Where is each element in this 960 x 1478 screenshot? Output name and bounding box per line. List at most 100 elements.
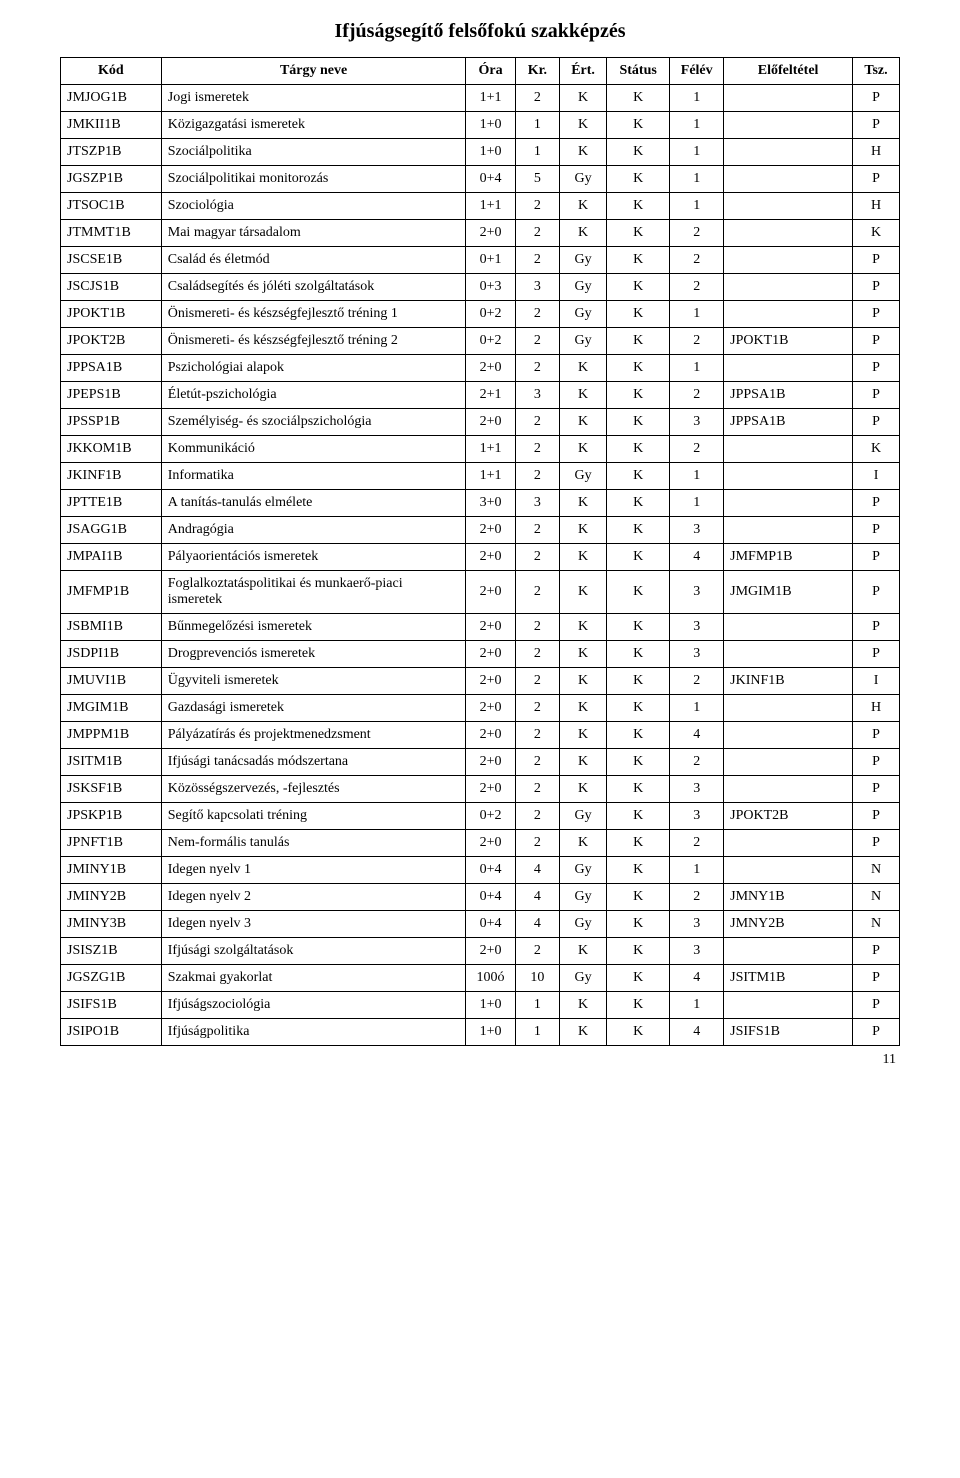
table-cell-ert: K bbox=[560, 409, 607, 436]
table-cell-targy: Közösségszervezés, -fejlesztés bbox=[161, 776, 466, 803]
table-cell-kod: JSITM1B bbox=[61, 749, 162, 776]
table-cell-ert: K bbox=[560, 220, 607, 247]
table-cell-kod: JMINY3B bbox=[61, 911, 162, 938]
table-row: JSITM1BIfjúsági tanácsadás módszertana2+… bbox=[61, 749, 900, 776]
table-cell-stat: K bbox=[607, 85, 670, 112]
table-cell-stat: K bbox=[607, 830, 670, 857]
table-cell-felev: 2 bbox=[670, 247, 724, 274]
table-cell-kr: 2 bbox=[515, 85, 560, 112]
table-cell-stat: K bbox=[607, 695, 670, 722]
table-cell-ora: 2+0 bbox=[466, 722, 515, 749]
table-cell-felev: 4 bbox=[670, 965, 724, 992]
table-cell-tsz: P bbox=[853, 938, 900, 965]
table-cell-ora: 0+4 bbox=[466, 911, 515, 938]
table-cell-felev: 3 bbox=[670, 803, 724, 830]
table-cell-kr: 2 bbox=[515, 668, 560, 695]
table-cell-ora: 1+1 bbox=[466, 436, 515, 463]
table-cell-ora: 2+0 bbox=[466, 409, 515, 436]
table-cell-tsz: P bbox=[853, 614, 900, 641]
table-cell-ora: 0+4 bbox=[466, 166, 515, 193]
table-cell-ora: 2+0 bbox=[466, 938, 515, 965]
table-row: JSIFS1BIfjúságszociológia1+01KK1P bbox=[61, 992, 900, 1019]
table-cell-targy: Önismereti- és készségfejlesztő tréning … bbox=[161, 328, 466, 355]
table-cell-stat: K bbox=[607, 544, 670, 571]
table-cell-stat: K bbox=[607, 247, 670, 274]
table-cell-kr: 1 bbox=[515, 112, 560, 139]
table-cell-felev: 2 bbox=[670, 220, 724, 247]
table-cell-ert: K bbox=[560, 490, 607, 517]
table-cell-ora: 3+0 bbox=[466, 490, 515, 517]
table-cell-ert: K bbox=[560, 938, 607, 965]
table-cell-elo: JSITM1B bbox=[724, 965, 853, 992]
table-cell-kod: JPOKT2B bbox=[61, 328, 162, 355]
table-cell-stat: K bbox=[607, 490, 670, 517]
table-cell-kr: 2 bbox=[515, 830, 560, 857]
table-row: JPOKT1BÖnismereti- és készségfejlesztő t… bbox=[61, 301, 900, 328]
table-cell-kr: 4 bbox=[515, 911, 560, 938]
table-cell-ert: K bbox=[560, 544, 607, 571]
table-row: JMJOG1BJogi ismeretek1+12KK1P bbox=[61, 85, 900, 112]
table-cell-ora: 2+0 bbox=[466, 544, 515, 571]
table-cell-ora: 2+0 bbox=[466, 220, 515, 247]
table-cell-stat: K bbox=[607, 965, 670, 992]
table-cell-kr: 3 bbox=[515, 274, 560, 301]
table-cell-ora: 2+0 bbox=[466, 517, 515, 544]
table-cell-elo bbox=[724, 301, 853, 328]
table-cell-felev: 1 bbox=[670, 139, 724, 166]
table-cell-felev: 2 bbox=[670, 274, 724, 301]
table-row: JPPSA1BPszichológiai alapok2+02KK1P bbox=[61, 355, 900, 382]
table-cell-targy: Andragógia bbox=[161, 517, 466, 544]
table-cell-stat: K bbox=[607, 911, 670, 938]
table-cell-tsz: P bbox=[853, 490, 900, 517]
table-cell-targy: Ifjúságpolitika bbox=[161, 1019, 466, 1046]
table-cell-tsz: P bbox=[853, 722, 900, 749]
page-title: Ifjúságsegítő felsőfokú szakképzés bbox=[60, 20, 900, 43]
table-row: JMUVI1BÜgyviteli ismeretek2+02KK2JKINF1B… bbox=[61, 668, 900, 695]
page-number: 11 bbox=[60, 1052, 900, 1068]
table-cell-targy: Informatika bbox=[161, 463, 466, 490]
table-cell-targy: A tanítás-tanulás elmélete bbox=[161, 490, 466, 517]
table-cell-stat: K bbox=[607, 220, 670, 247]
table-row: JTSOC1BSzociológia1+12KK1H bbox=[61, 193, 900, 220]
table-cell-tsz: H bbox=[853, 139, 900, 166]
table-cell-ora: 0+2 bbox=[466, 803, 515, 830]
table-cell-felev: 2 bbox=[670, 668, 724, 695]
table-cell-tsz: P bbox=[853, 544, 900, 571]
table-cell-kod: JPEPS1B bbox=[61, 382, 162, 409]
table-cell-kod: JMPPM1B bbox=[61, 722, 162, 749]
table-row: JSISZ1BIfjúsági szolgáltatások2+02KK3P bbox=[61, 938, 900, 965]
table-cell-ert: Gy bbox=[560, 803, 607, 830]
table-cell-elo bbox=[724, 166, 853, 193]
table-cell-stat: K bbox=[607, 776, 670, 803]
table-cell-elo bbox=[724, 436, 853, 463]
table-cell-ert: K bbox=[560, 695, 607, 722]
table-cell-kr: 2 bbox=[515, 695, 560, 722]
table-cell-elo bbox=[724, 355, 853, 382]
table-row: JGSZP1BSzociálpolitikai monitorozás0+45G… bbox=[61, 166, 900, 193]
table-cell-felev: 4 bbox=[670, 722, 724, 749]
table-cell-tsz: P bbox=[853, 112, 900, 139]
table-row: JPEPS1BÉletút-pszichológia2+13KK2JPPSA1B… bbox=[61, 382, 900, 409]
table-cell-kr: 2 bbox=[515, 614, 560, 641]
table-cell-kr: 3 bbox=[515, 382, 560, 409]
table-row: JPSKP1BSegítő kapcsolati tréning0+22GyK3… bbox=[61, 803, 900, 830]
table-cell-ora: 1+1 bbox=[466, 85, 515, 112]
table-cell-felev: 1 bbox=[670, 193, 724, 220]
table-cell-kr: 2 bbox=[515, 571, 560, 614]
table-cell-tsz: P bbox=[853, 166, 900, 193]
table-cell-felev: 1 bbox=[670, 301, 724, 328]
table-cell-ert: K bbox=[560, 641, 607, 668]
table-cell-targy: Közigazgatási ismeretek bbox=[161, 112, 466, 139]
table-cell-kr: 2 bbox=[515, 301, 560, 328]
table-cell-targy: Mai magyar társadalom bbox=[161, 220, 466, 247]
table-row: JSIPO1BIfjúságpolitika1+01KK4JSIFS1BP bbox=[61, 1019, 900, 1046]
table-cell-elo bbox=[724, 463, 853, 490]
table-cell-kod: JMPAI1B bbox=[61, 544, 162, 571]
table-cell-ora: 2+0 bbox=[466, 668, 515, 695]
table-cell-kod: JMUVI1B bbox=[61, 668, 162, 695]
table-cell-targy: Pályázatírás és projektmenedzsment bbox=[161, 722, 466, 749]
table-cell-felev: 1 bbox=[670, 695, 724, 722]
table-cell-elo: JMNY1B bbox=[724, 884, 853, 911]
table-cell-felev: 4 bbox=[670, 1019, 724, 1046]
table-cell-targy: Drogprevenciós ismeretek bbox=[161, 641, 466, 668]
